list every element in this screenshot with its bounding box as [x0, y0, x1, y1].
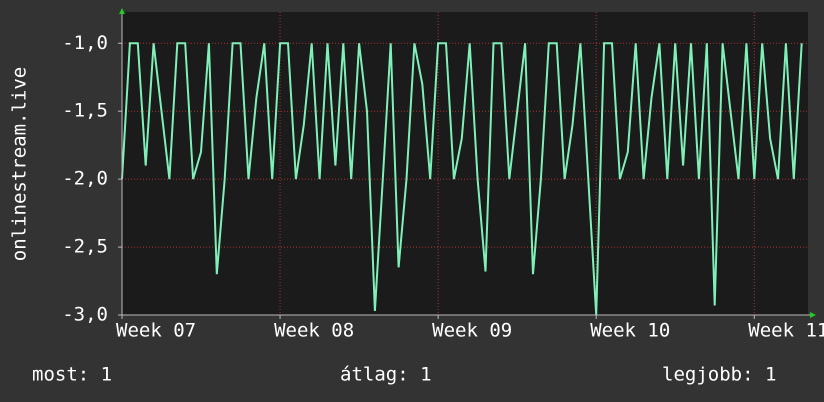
y-tick-label: -2,0: [62, 168, 108, 190]
x-tick-label: Week 10: [590, 320, 670, 342]
y-axis-label: onlinestream.live: [9, 67, 31, 261]
y-tick-label: -2,5: [62, 236, 108, 258]
line-series: [121, 42, 803, 316]
y-arrow: [119, 8, 125, 14]
x-tick-label: Week 11: [748, 320, 824, 342]
y-tick-label: -1,5: [62, 100, 108, 122]
legend-item: átlag: 1: [340, 364, 432, 386]
plot-area: [122, 12, 808, 315]
x-tick-label: Week 07: [116, 320, 196, 342]
x-arrow: [810, 312, 816, 318]
y-tick-label: -3,0: [62, 304, 108, 326]
legend-item: most: 1: [32, 364, 112, 386]
marks: [121, 42, 803, 316]
legend-item: legjobb: 1: [662, 364, 776, 386]
y-tick-label: -1,0: [62, 32, 108, 54]
x-tick-label: Week 08: [274, 320, 354, 342]
x-tick-label: Week 09: [432, 320, 512, 342]
